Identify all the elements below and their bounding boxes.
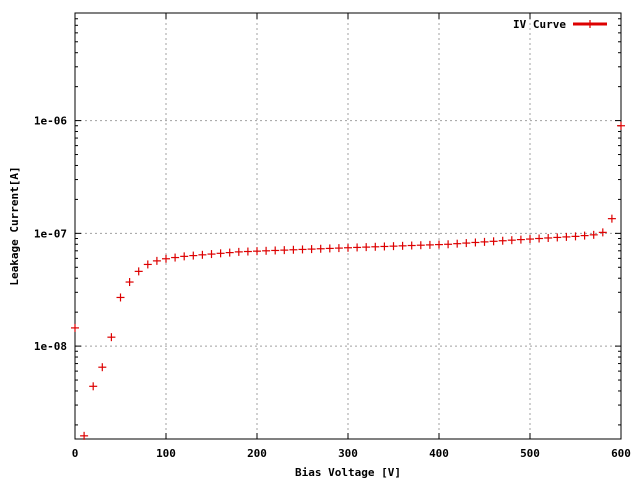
data-point bbox=[344, 243, 352, 252]
plot-frame bbox=[74, 12, 622, 440]
data-point bbox=[243, 247, 252, 256]
data-point bbox=[198, 250, 207, 259]
data-point bbox=[116, 293, 125, 302]
data-point bbox=[180, 252, 189, 261]
data-point bbox=[234, 247, 243, 256]
y-tick-labels: 1e-08 1e-07 1e-06 bbox=[34, 115, 67, 354]
data-point bbox=[544, 233, 553, 242]
axis-ticks bbox=[74, 12, 622, 439]
data-point bbox=[362, 243, 371, 252]
x-tick-label: 100 bbox=[156, 447, 176, 460]
x-tick-labels: 0 100 200 300 400 500 600 bbox=[72, 447, 631, 460]
data-point bbox=[334, 244, 343, 253]
data-point bbox=[80, 431, 89, 440]
data-point bbox=[307, 245, 316, 254]
data-point bbox=[480, 237, 489, 246]
data-point bbox=[371, 242, 380, 251]
data-point bbox=[553, 233, 562, 242]
x-axis-label: Bias Voltage [V] bbox=[295, 466, 401, 479]
data-point bbox=[526, 235, 534, 244]
data-point bbox=[271, 246, 280, 255]
data-point bbox=[489, 237, 498, 246]
data-point bbox=[407, 241, 416, 250]
data-point bbox=[207, 250, 216, 259]
data-point bbox=[143, 260, 152, 269]
x-tick-label: 500 bbox=[520, 447, 540, 460]
data-point bbox=[617, 121, 625, 130]
legend-label: IV Curve bbox=[513, 18, 566, 31]
data-point bbox=[462, 239, 471, 248]
data-point bbox=[535, 234, 544, 243]
data-point bbox=[98, 363, 107, 372]
data-point bbox=[325, 244, 334, 253]
data-point bbox=[134, 267, 143, 276]
data-point bbox=[516, 235, 525, 244]
data-point bbox=[398, 241, 407, 250]
data-point bbox=[435, 240, 443, 249]
y-tick-label: 1e-06 bbox=[34, 115, 67, 128]
data-point bbox=[589, 230, 598, 239]
data-point bbox=[471, 238, 480, 247]
x-tick-label: 200 bbox=[247, 447, 267, 460]
data-point bbox=[425, 240, 434, 249]
data-point bbox=[571, 232, 580, 241]
data-point bbox=[280, 246, 289, 255]
data-point bbox=[453, 239, 462, 248]
x-tick-label: 300 bbox=[338, 447, 358, 460]
data-point bbox=[607, 214, 616, 223]
data-point bbox=[316, 244, 325, 253]
data-point bbox=[389, 242, 398, 251]
data-point bbox=[444, 240, 453, 249]
data-point bbox=[562, 232, 571, 241]
y-axis-label: Leakage Current[A] bbox=[8, 166, 21, 285]
data-point bbox=[171, 253, 180, 262]
x-tick-label: 400 bbox=[429, 447, 449, 460]
data-point bbox=[298, 245, 307, 254]
data-point bbox=[152, 256, 161, 265]
legend: IV Curve bbox=[513, 18, 607, 31]
data-point bbox=[216, 249, 225, 258]
data-point bbox=[225, 248, 234, 257]
x-tick-label: 0 bbox=[72, 447, 79, 460]
data-point bbox=[498, 236, 507, 245]
data-point bbox=[353, 243, 362, 252]
data-point bbox=[189, 251, 198, 260]
data-point bbox=[253, 247, 261, 256]
grid-lines bbox=[75, 13, 621, 439]
data-points bbox=[71, 121, 625, 440]
data-point bbox=[416, 241, 425, 250]
legend-marker bbox=[586, 20, 594, 28]
data-point bbox=[89, 382, 98, 391]
legend-marker-plus bbox=[586, 20, 594, 28]
x-tick-label: 600 bbox=[611, 447, 631, 460]
data-point bbox=[580, 231, 589, 240]
y-tick-label: 1e-07 bbox=[34, 227, 67, 240]
data-point bbox=[107, 333, 116, 342]
data-point bbox=[289, 245, 298, 254]
data-point bbox=[262, 246, 271, 255]
data-point bbox=[598, 228, 607, 237]
y-tick-label: 1e-08 bbox=[34, 340, 67, 353]
data-point bbox=[71, 323, 79, 332]
data-point bbox=[125, 278, 134, 287]
data-point bbox=[380, 242, 389, 251]
data-point bbox=[162, 254, 170, 263]
data-point bbox=[507, 236, 516, 245]
